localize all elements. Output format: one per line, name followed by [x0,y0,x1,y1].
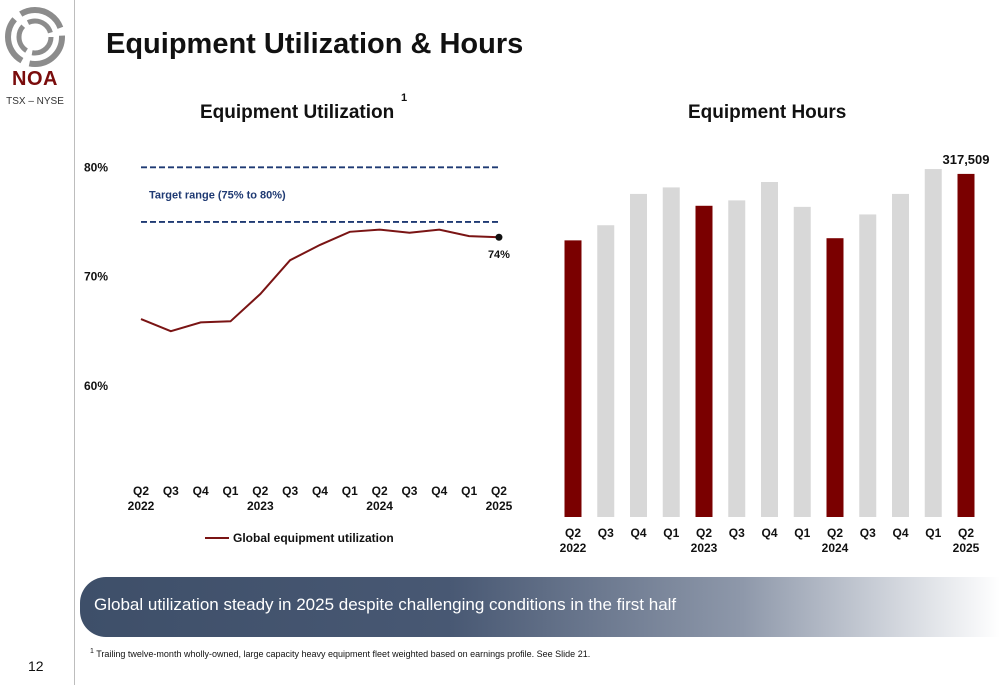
x-tick-label: Q2 [565,526,581,540]
data-point [495,233,503,241]
x-tick-label: Q3 [163,484,179,498]
sidebar-divider [74,0,75,685]
x-tick-label: Q3 [401,484,417,498]
banner-text: Global utilization steady in 2025 despit… [94,595,677,614]
x-tick-label: Q1 [663,526,679,540]
x-tick-label: Q2 [958,526,974,540]
x-tick-label: Q2 [252,484,268,498]
x-tick-label: Q1 [342,484,358,498]
x-tick-label: Q1 [461,484,477,498]
bar [728,200,746,517]
end-value-label: 74% [488,249,510,261]
x-year-label: 2024 [366,499,393,513]
x-tick-label: Q2 [372,484,388,498]
footnote: 1 Trailing twelve-month wholly-owned, la… [90,648,590,659]
y-tick-label: 60% [84,379,108,393]
y-tick-label: 80% [84,160,108,174]
x-tick-label: Q4 [630,526,646,540]
x-tick-label: Q2 [133,484,149,498]
bar [826,238,844,517]
bar [695,205,713,517]
bar [597,225,615,517]
noa-logo-icon [5,7,65,67]
bar [662,187,680,517]
x-year-label: 2023 [247,499,274,513]
x-tick-label: Q3 [860,526,876,540]
footnote-text: Trailing twelve-month wholly-owned, larg… [96,649,591,659]
x-year-label: 2024 [822,541,849,555]
bar [924,169,942,517]
x-tick-label: Q4 [431,484,447,498]
x-tick-label: Q4 [193,484,209,498]
page-number: 12 [28,658,44,674]
utilization-chart-title: Equipment Utilization [200,102,395,123]
hours-chart-title: Equipment Hours [688,102,847,123]
x-tick-label: Q1 [794,526,810,540]
x-tick-label: Q3 [598,526,614,540]
x-year-label: 2025 [953,541,980,555]
bar [630,193,647,517]
bar [564,240,582,517]
footnote-marker: 1 [90,648,94,655]
x-tick-label: Q3 [729,526,745,540]
x-tick-label: Q4 [892,526,908,540]
utilization-legend: Global equipment utilization [205,531,394,545]
page-title: Equipment Utilization & Hours [106,28,524,60]
x-tick-label: Q3 [282,484,298,498]
bar [892,193,909,517]
x-tick-label: Q2 [696,526,712,540]
utilization-line-chart: 60%70%80%Target range (75% to 80%)74%Q22… [84,160,513,513]
x-tick-label: Q1 [925,526,941,540]
x-year-label: 2023 [691,541,718,555]
logo-exchange: TSX – NYSE [6,96,64,107]
legend-label: Global equipment utilization [233,531,394,545]
legend-line-swatch [205,537,229,539]
x-tick-label: Q2 [827,526,843,540]
bar [957,173,975,517]
logo-name: NOA [12,68,58,90]
x-tick-label: Q1 [222,484,238,498]
summary-banner: Global utilization steady in 2025 despit… [80,577,1000,637]
x-tick-label: Q2 [491,484,507,498]
x-tick-label: Q4 [312,484,328,498]
target-range-label: Target range (75% to 80%) [149,190,286,202]
bar-value-label: 317,509 [943,152,990,167]
bar [859,214,877,517]
x-tick-label: Q4 [761,526,777,540]
x-year-label: 2022 [560,541,587,555]
bar [761,182,778,517]
x-year-label: 2022 [128,499,155,513]
utilization-title-superscript: 1 [401,92,408,104]
bar [793,206,811,517]
x-year-label: 2025 [486,499,513,513]
y-tick-label: 70% [84,270,108,284]
